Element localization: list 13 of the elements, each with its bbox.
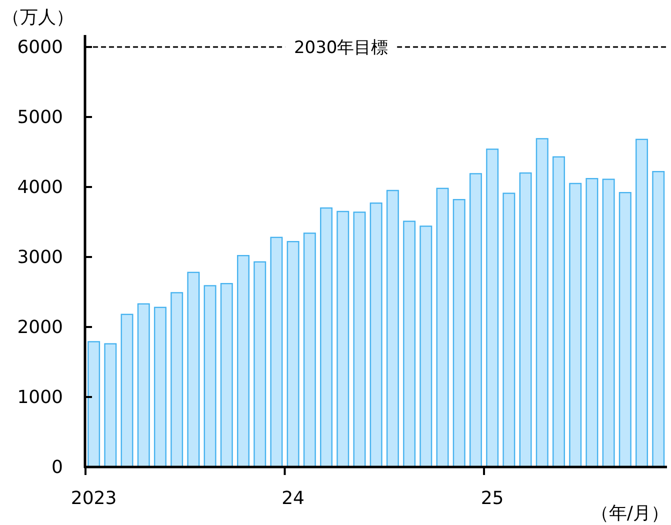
y-tick-label: 4000 [17,177,63,198]
x-tick-label: 24 [282,488,305,509]
x-tick-label: 25 [480,488,504,509]
y-tick-label: 5000 [17,107,63,128]
y-tick-label: 1000 [17,387,63,408]
y-axis-title: （万人） [2,7,74,28]
x-tick-label: 2023 [70,488,117,509]
y-tick-label: 0 [52,457,63,478]
y-tick-label: 6000 [17,37,63,58]
y-tick-label: 2000 [17,317,63,338]
y-tick-label: 3000 [17,247,63,268]
ref-line-label: 2030年目標 [294,38,388,58]
x-axis-title: （年/月） [590,503,669,524]
